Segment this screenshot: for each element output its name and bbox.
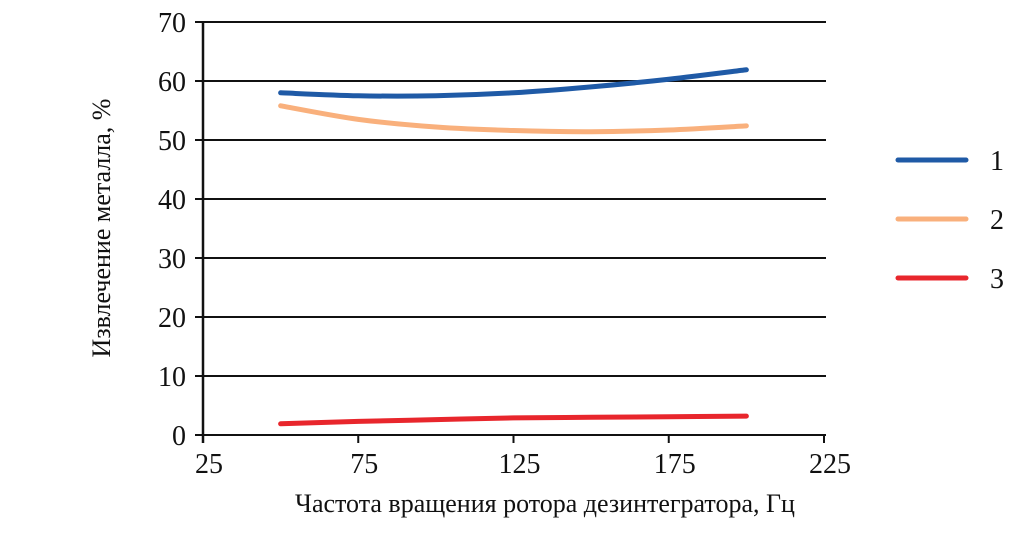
- y-tick-label: 70: [158, 8, 186, 39]
- x-tick-label: 25: [195, 449, 223, 480]
- x-axis-title: Частота вращения ротора дезинтегратора, …: [295, 489, 795, 518]
- y-tick-label: 20: [158, 303, 186, 334]
- x-tick-label: 175: [654, 449, 696, 480]
- y-axis-title: Извлечение металла, %: [87, 99, 116, 358]
- y-tick-label: 50: [158, 126, 186, 157]
- legend: 1 2 3: [895, 146, 1004, 295]
- legend-label: 3: [990, 264, 1004, 295]
- y-tick-label: 30: [158, 244, 186, 275]
- series-line-3: [278, 413, 749, 427]
- y-tick-label: 60: [158, 67, 186, 98]
- gridlines: [195, 21, 826, 436]
- y-tick-label: 0: [172, 421, 186, 452]
- x-tick-label: 125: [499, 449, 541, 480]
- legend-label: 1: [990, 146, 1004, 177]
- axes: [201, 22, 825, 443]
- x-tick-label: 225: [809, 449, 851, 480]
- y-tick-label: 40: [158, 185, 186, 216]
- y-tick-label: 10: [158, 362, 186, 393]
- x-tick-label: 75: [350, 449, 378, 480]
- series-line-2: [278, 103, 749, 135]
- legend-label: 2: [990, 205, 1004, 236]
- series-line-1: [278, 67, 749, 99]
- tick-labels: 0 10 20 30 40 50 60 70 25 75 125 175 225: [158, 8, 851, 480]
- data-series: [278, 67, 749, 427]
